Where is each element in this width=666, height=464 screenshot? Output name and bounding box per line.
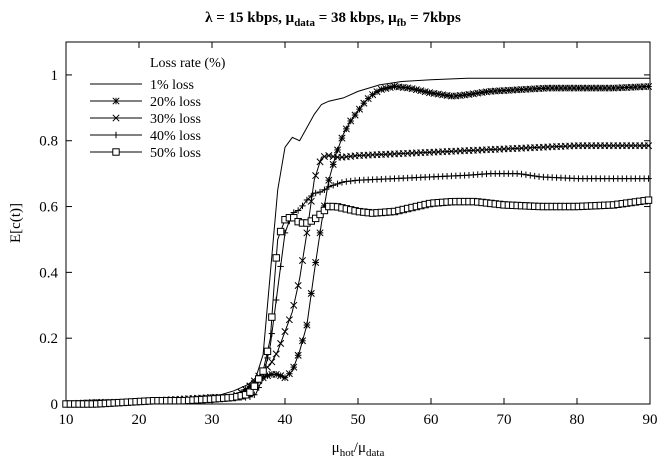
data-point: [325, 151, 333, 160]
x-tick-label: 40: [278, 412, 293, 428]
data-point: [268, 358, 276, 366]
data-point: [112, 114, 120, 122]
y-axis-label: E[c(t)]: [8, 203, 24, 243]
y-tick-label: 0.4: [39, 265, 58, 281]
legend-item: 50% loss: [90, 146, 201, 161]
x-tick-label: 60: [424, 412, 439, 428]
y-tick-label: 0.6: [39, 200, 58, 216]
data-point: [272, 254, 280, 262]
data-point: [277, 339, 285, 348]
data-point: [285, 316, 293, 324]
data-point: [644, 142, 653, 150]
data-point: [294, 281, 302, 290]
legend-label: 50% loss: [150, 146, 201, 161]
series-line: [65, 145, 650, 405]
data-point: [246, 388, 254, 396]
data-point: [281, 328, 289, 336]
chart-title-text: λ = 15 kbps, μdata = 38 kbps, μfb = 7kbp…: [205, 10, 461, 29]
data-point: [320, 152, 328, 161]
y-tick-label: 0.2: [39, 331, 58, 347]
series-group: [62, 77, 653, 408]
data-point: [290, 214, 298, 222]
legend-label: 30% loss: [150, 112, 201, 127]
series-3: [62, 142, 653, 408]
data-point: [303, 229, 311, 237]
y-tick-label: 1: [51, 68, 59, 84]
chart-title: λ = 15 kbps, μdata = 38 kbps, μfb = 7kbp…: [205, 10, 461, 29]
x-tick-label: 70: [497, 412, 512, 428]
legend-label: 20% loss: [150, 95, 201, 110]
y-tick-label: 0: [51, 397, 59, 413]
data-point: [250, 382, 259, 390]
series-1: [65, 77, 650, 405]
data-point: [263, 347, 272, 356]
legend-label: 40% loss: [150, 129, 201, 144]
series-line: [66, 199, 651, 405]
data-point: [316, 158, 324, 166]
x-tick-label: 30: [205, 412, 220, 428]
data-point: [298, 256, 307, 265]
data-point: [311, 214, 320, 223]
data-point: [290, 301, 298, 309]
legend-title: Loss rate (%): [150, 56, 226, 71]
data-point: [307, 197, 315, 205]
data-point: [644, 196, 653, 204]
data-point: [320, 206, 329, 215]
data-point: [272, 350, 280, 358]
data-point: [312, 172, 320, 180]
x-tick-label: 80: [570, 412, 585, 428]
x-tick-label: 50: [351, 412, 366, 428]
x-axis-label: μhot/μdata: [332, 440, 385, 459]
y-tick-label: 0.8: [39, 134, 58, 150]
plot-axes: 10 20 30 40 50 60 70 80 90 0 0.2 0.4 0.6 0.8 1 E[c(t)] μ…: [8, 41, 658, 459]
data-point: [316, 210, 324, 219]
data-point: [276, 227, 285, 236]
legend-item: 40% loss: [90, 129, 201, 144]
chart-legend: Loss rate (%) 1% loss 20% loss 30% loss 40% …: [90, 56, 226, 161]
x-tick-label: 10: [59, 412, 74, 428]
series-5: [62, 196, 653, 408]
legend-item: 30% loss: [90, 112, 201, 127]
data-point: [255, 375, 263, 383]
legend-item: 20% loss: [90, 95, 201, 110]
series-line: [65, 77, 650, 405]
x-tick-label: 20: [132, 412, 147, 428]
legend-label: 1% loss: [150, 78, 194, 93]
x-tick-label: 90: [643, 412, 658, 428]
data-point: [259, 367, 267, 375]
data-point: [112, 148, 120, 156]
legend-item: 1% loss: [90, 78, 194, 93]
data-point: [268, 313, 276, 321]
